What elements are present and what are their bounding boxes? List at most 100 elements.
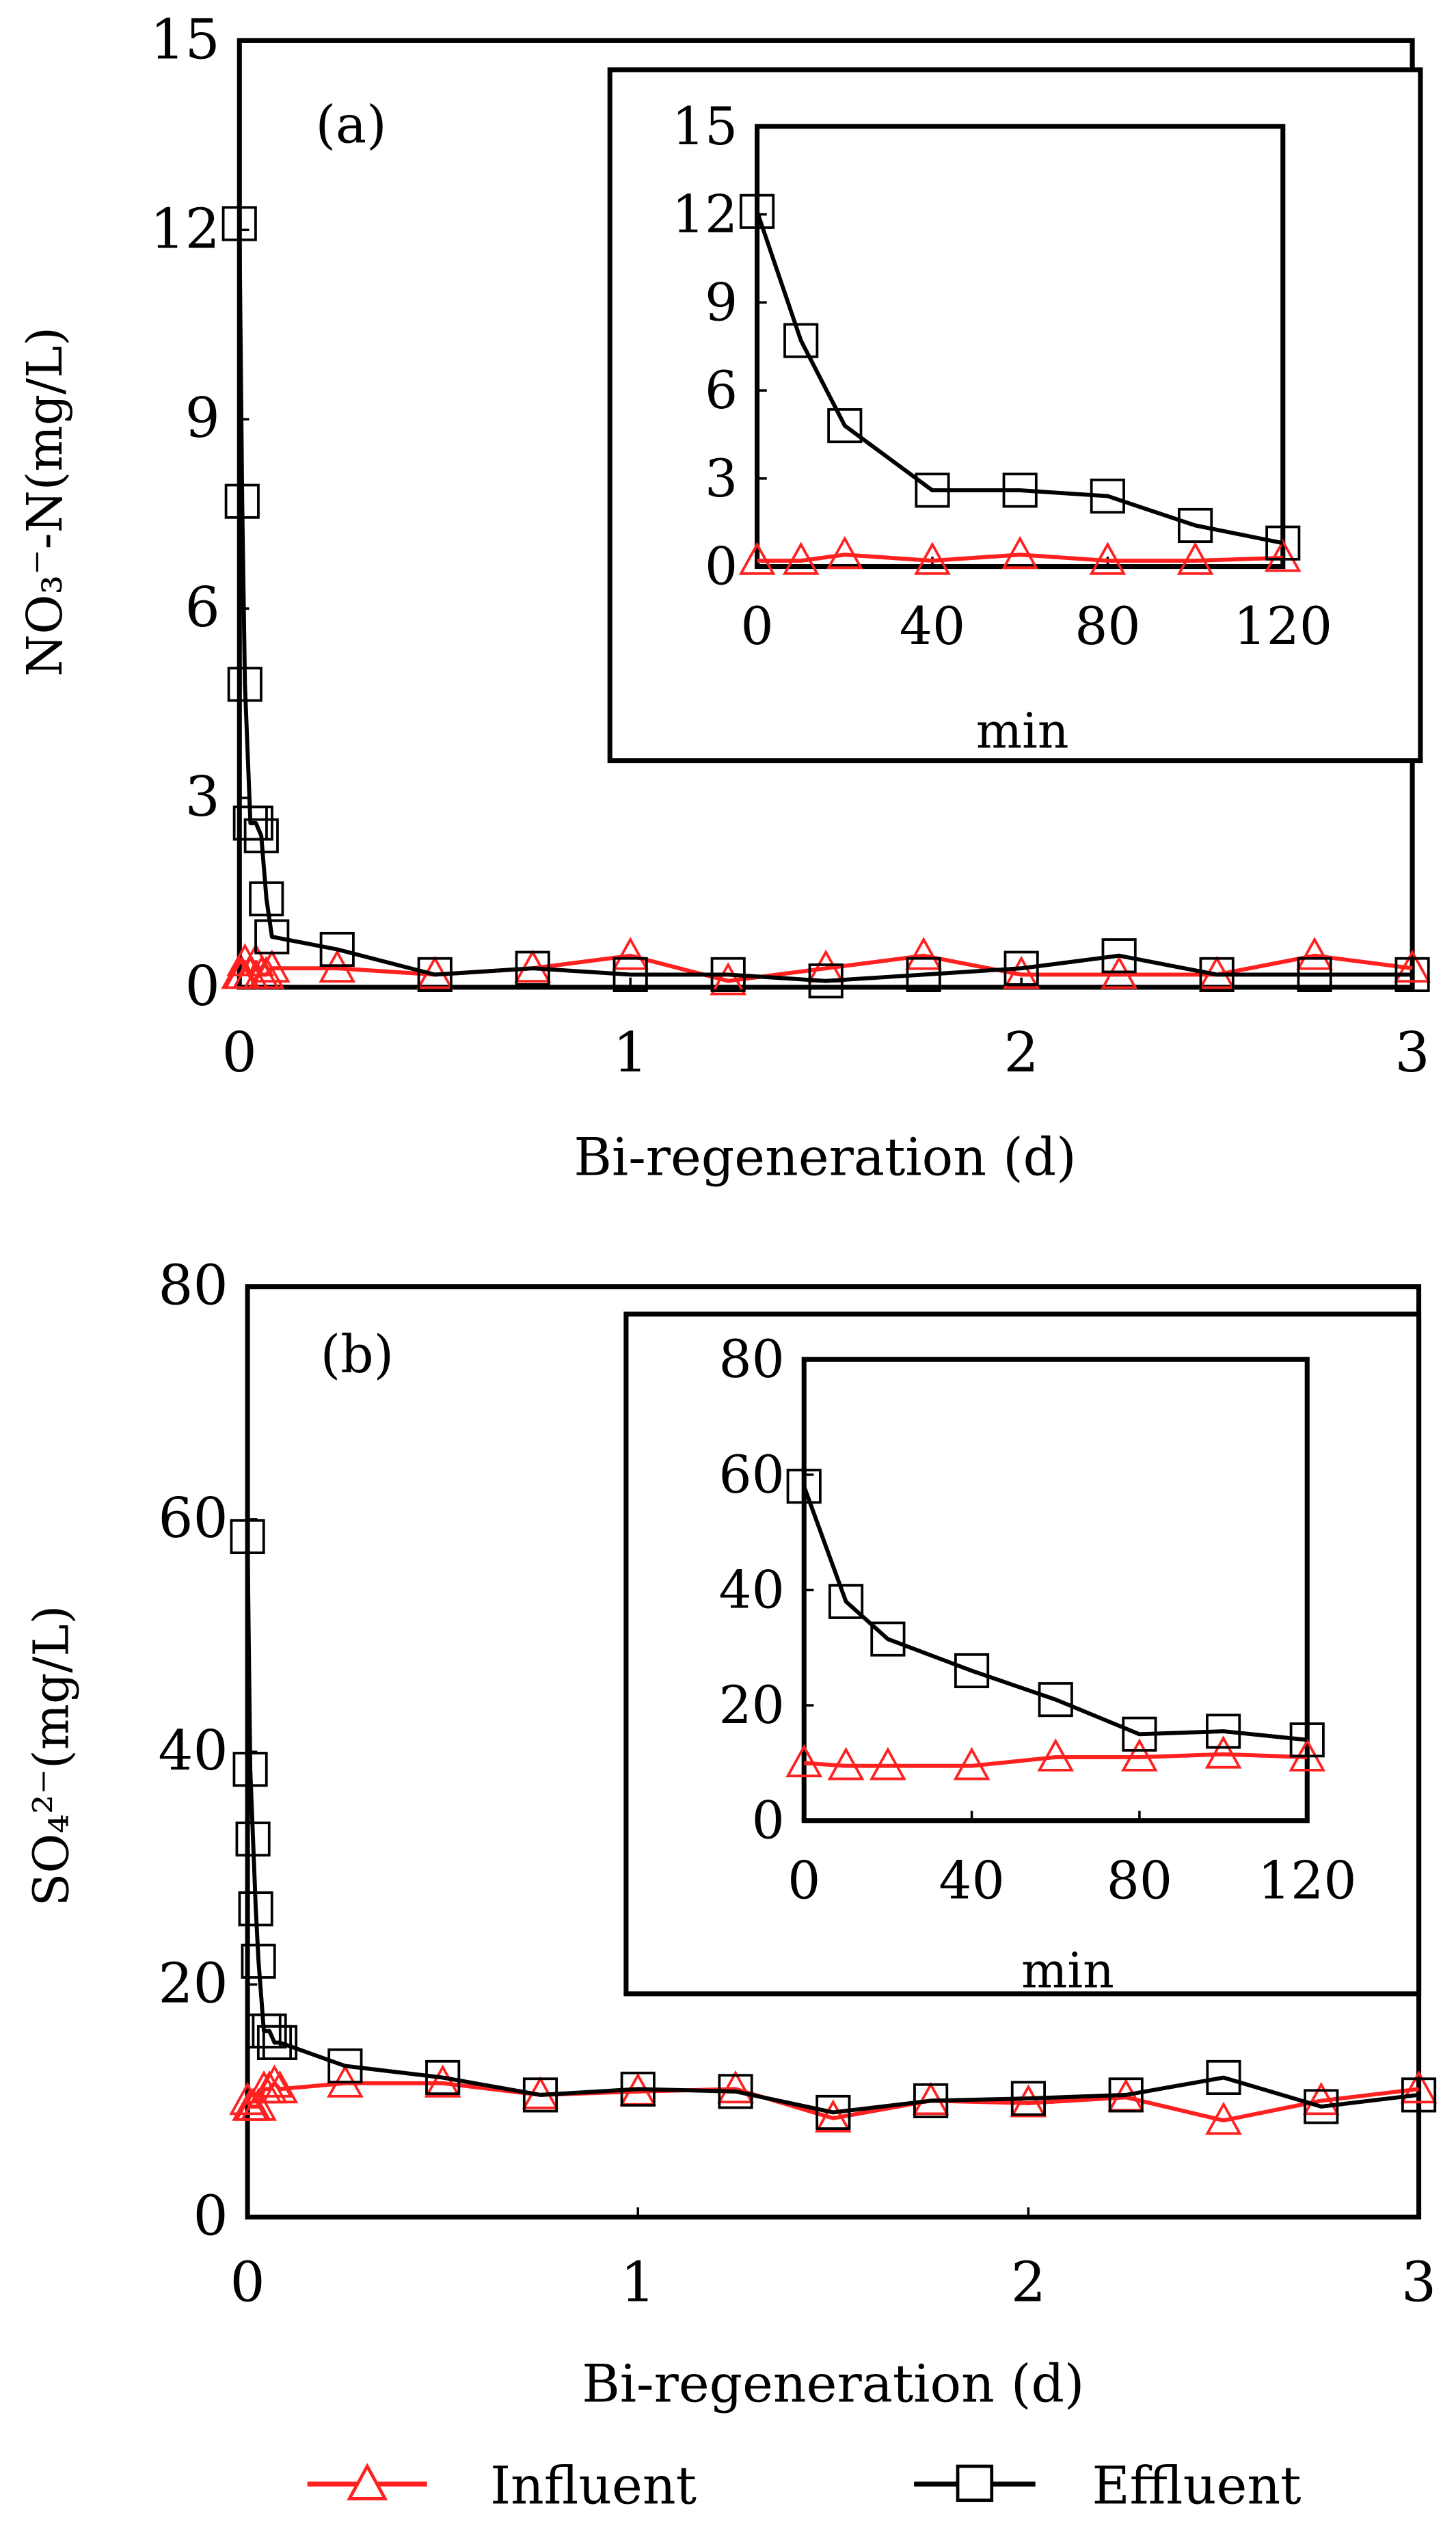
panel-b-inset-xtick-label: 40 xyxy=(939,1850,1004,1910)
panel-a-effluent-point xyxy=(808,963,844,999)
panel-a-xtick-label: 0 xyxy=(222,1020,257,1084)
panel-b-effluent-point xyxy=(241,1943,276,1979)
legend: Influent Effluent xyxy=(307,2455,1302,2515)
panel-b-label: (b) xyxy=(321,1324,394,1385)
panel-a-effluent-point xyxy=(1101,938,1137,974)
panel-b-xlabel: Bi-regeneration (d) xyxy=(582,2353,1084,2414)
panel-a-ytick-label: 3 xyxy=(185,764,220,829)
panel-a-inset-influent-point xyxy=(1001,535,1039,570)
legend-effluent-square-icon xyxy=(956,2464,994,2502)
panel-b-xtick-label: 0 xyxy=(230,2250,265,2314)
panel-a-effluent-point xyxy=(254,919,290,955)
panel-b-inset-effluent-point xyxy=(786,1469,822,1504)
panel-a-inset-effluent-point xyxy=(783,323,819,358)
panel-a-label: (a) xyxy=(316,94,387,155)
panel-b-inset-effluent-point xyxy=(1122,1716,1157,1752)
panel-b-effluent-point xyxy=(1010,2081,1046,2116)
panel-a-xlabel: Bi-regeneration (d) xyxy=(574,1127,1076,1187)
panel-a-inset-influent-point xyxy=(738,542,776,575)
panel-b-effluent-point xyxy=(235,1821,271,1857)
panel-a-influent-point xyxy=(1394,949,1431,983)
panel-a-effluent-point xyxy=(515,950,550,986)
panel-a-inset-ytick-label: 12 xyxy=(672,185,738,245)
panel-a-influent-point xyxy=(710,962,747,996)
panel-a-effluent-point xyxy=(612,957,648,992)
panel-a-inset-influent-point xyxy=(914,542,951,575)
panel-a-inset-xtick-label: 80 xyxy=(1075,596,1140,656)
panel-b-xtick-label: 1 xyxy=(621,2250,656,2314)
panel-b-influent-point xyxy=(1205,2101,1242,2135)
panel-a-nitrate-chart: (a) Bi-regeneration (d) NO₃⁻-N(mg/L) 0 3 6… xyxy=(16,7,1431,1187)
panel-b-influent-point xyxy=(1400,2070,1438,2104)
panel-b-influent-point xyxy=(1010,2084,1047,2118)
panel-b-effluent-point xyxy=(232,1752,268,1787)
panel-b-sulfate-chart: (b) Bi-regeneration (d) SO₄²⁻(mg/L) 0 2 0 4… xyxy=(23,1253,1438,2414)
panel-a-influent-point xyxy=(1003,955,1040,989)
panel-a-effluent-point xyxy=(238,805,273,841)
panel-a-inset-influent-point xyxy=(1176,542,1214,575)
panel-b-inset-effluent-point xyxy=(1206,1713,1241,1749)
panel-b-inset-ytick-label: 40 xyxy=(718,1560,784,1620)
panel-a-inset-influent-point xyxy=(1264,539,1302,572)
panel-a-inset-effluent-point xyxy=(1178,507,1213,544)
panel-b-influent-point xyxy=(717,2070,754,2104)
panel-a-xtick-label: 2 xyxy=(1004,1020,1039,1084)
panel-b-effluent-point xyxy=(230,1519,265,1555)
panel-b-ylabel: SO₄²⁻(mg/L) xyxy=(23,1605,79,1907)
panel-a-inset-xtick-label: 0 xyxy=(741,596,774,656)
panel-a-effluent-point xyxy=(1394,957,1430,992)
panel-a-inset-ytick-label: 0 xyxy=(705,537,738,597)
panel-b-effluent-point xyxy=(1304,2089,1339,2124)
panel-b-ytick-label: 60 xyxy=(158,1486,228,1550)
panel-a-inset-ytick-label: 3 xyxy=(705,449,738,509)
panel-a-inset-influent-point xyxy=(1089,542,1127,575)
panel-b-effluent-point xyxy=(522,2077,558,2113)
panel-b-inset-influent-point xyxy=(1204,1735,1242,1769)
panel-b-inset-xtick-label: 80 xyxy=(1107,1850,1172,1910)
panel-b-effluent-point xyxy=(262,2025,298,2060)
panel-a-inset-effluent-point xyxy=(1002,472,1038,508)
panel-b-inset-ytick-label: 60 xyxy=(718,1445,784,1505)
panel-b-influent-point xyxy=(1302,2081,1340,2115)
panel-a-ytick-label: 0 xyxy=(185,954,220,1018)
panel-b-ytick-label: 0 xyxy=(193,2184,228,2248)
panel-a-inset-ytick-label: 6 xyxy=(705,360,738,421)
panel-a-inset-effluent-point xyxy=(915,472,950,508)
panel-a-influent-point xyxy=(253,949,291,983)
panel-b-inset-effluent-point xyxy=(1289,1722,1325,1758)
panel-a-influent-point xyxy=(1296,937,1333,970)
panel-b-inset-ytick-label: 80 xyxy=(718,1329,784,1389)
panel-b-influent-point xyxy=(240,2087,277,2121)
panel-b-inset-ytick-label: 0 xyxy=(752,1791,785,1851)
panel-b-inset-effluent-point xyxy=(954,1653,990,1689)
panel-a-inset-effluent-point xyxy=(827,408,863,444)
panel-b-effluent-point xyxy=(252,2013,287,2048)
panel-a-influent-point xyxy=(247,955,285,989)
panel-b-ytick-label: 40 xyxy=(158,1718,228,1783)
panel-a-effluent-point xyxy=(221,206,257,241)
panel-a-effluent-point xyxy=(417,957,453,992)
panel-b-effluent-point xyxy=(327,2048,363,2083)
panel-b-inset-influent-point xyxy=(869,1747,906,1780)
panel-a-effluent-point xyxy=(1199,957,1235,992)
panel-a-influent-point xyxy=(905,937,943,970)
panel-a-inset-ytick-label: 9 xyxy=(705,272,738,332)
panel-a-effluent-point xyxy=(249,881,284,917)
panel-b-inset-frame xyxy=(623,1311,1422,1997)
panel-b-effluent-point xyxy=(913,2083,949,2119)
panel-a-effluent-point xyxy=(227,667,262,702)
panel-b-xtick-label: 2 xyxy=(1011,2250,1046,2314)
panel-a-inset-xtick-label: 40 xyxy=(900,596,965,656)
panel-a-influent-point xyxy=(612,937,649,970)
panel-b-inset-influent-point xyxy=(785,1744,823,1778)
panel-b-effluent-point xyxy=(815,2094,851,2131)
panel-a-ytick-label: 9 xyxy=(185,386,220,450)
panel-b-effluent-point xyxy=(620,2071,656,2107)
panel-a-inset-xtick-label: 120 xyxy=(1234,596,1333,656)
panel-a-influent-point xyxy=(514,949,552,983)
panel-a-effluent-point xyxy=(1003,950,1039,986)
panel-b-inset-effluent-point xyxy=(870,1621,906,1657)
panel-a-effluent-point xyxy=(906,957,941,992)
panel-b-influent-point xyxy=(256,2064,293,2098)
